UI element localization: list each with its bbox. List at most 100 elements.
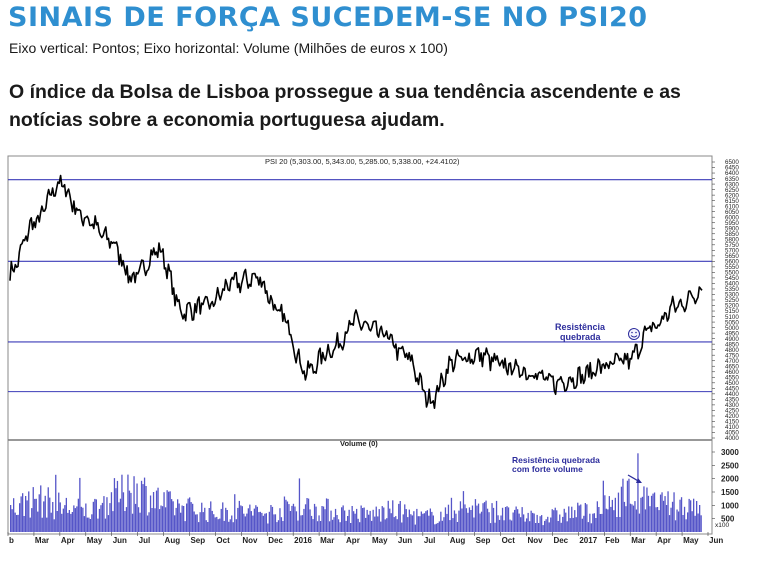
volume-bar <box>574 510 576 532</box>
volume-bar <box>345 520 347 532</box>
y-tick-label: 5900 <box>725 225 739 232</box>
y-tick-label: 5600 <box>725 259 739 266</box>
volume-bar <box>530 510 532 532</box>
volume-bar <box>13 498 15 532</box>
volume-bar <box>554 507 556 532</box>
volume-bar <box>438 521 440 532</box>
volume-bar <box>77 498 79 532</box>
volume-bar <box>369 510 371 532</box>
volume-bar <box>116 480 119 532</box>
volume-bar <box>566 521 568 532</box>
volume-bar <box>602 480 604 532</box>
x-tick-label: Jun <box>113 536 127 545</box>
volume-bar <box>426 510 428 532</box>
volume-bar <box>652 493 654 532</box>
volume-bar <box>395 516 397 532</box>
volume-bar <box>601 513 603 532</box>
volume-bar <box>28 491 30 532</box>
volume-bar <box>559 514 561 532</box>
x-tick-label: Feb <box>605 536 619 545</box>
volume-bar <box>387 500 389 532</box>
volume-bar <box>360 505 362 532</box>
volume-bar <box>371 520 373 532</box>
volume-bar <box>542 525 544 532</box>
y-tick-label: 4350 <box>725 397 739 404</box>
volume-bar <box>476 505 478 532</box>
volume-bar <box>184 521 186 532</box>
volume-bar <box>378 509 380 532</box>
volume-bar <box>447 504 450 532</box>
volume-bar <box>344 510 346 532</box>
volume-bar <box>386 518 388 532</box>
volume-bar <box>234 494 236 532</box>
volume-bar <box>592 513 594 532</box>
x-tick-label: 2016 <box>294 536 312 545</box>
volume-bar <box>237 507 239 532</box>
volume-bar <box>677 511 680 532</box>
volume-bar <box>175 507 177 532</box>
annotation-volume-line2: com forte volume <box>512 464 583 474</box>
volume-bar <box>55 474 57 532</box>
y-tick-label: 4800 <box>725 347 739 354</box>
volume-bar <box>619 517 621 532</box>
volume-bar <box>136 483 138 532</box>
volume-bar <box>685 519 687 532</box>
volume-bar <box>571 506 573 532</box>
volume-bar <box>86 517 88 532</box>
volume-bar <box>622 478 624 532</box>
volume-bar <box>682 515 684 532</box>
volume-bar <box>500 515 502 532</box>
volume-bar <box>220 508 222 532</box>
price-series-line <box>9 174 703 409</box>
volume-bar <box>328 521 331 532</box>
volume-bar <box>151 508 153 532</box>
volume-bar <box>137 507 140 532</box>
y-tick-label: 4900 <box>725 336 739 343</box>
volume-bar <box>307 498 310 532</box>
volume-bar <box>226 510 228 532</box>
volume-bar <box>180 512 182 532</box>
volume-bar <box>539 516 541 532</box>
x-tick-label: May <box>372 536 388 545</box>
volume-bar <box>668 515 671 532</box>
y-tick-label: 4250 <box>725 408 739 415</box>
volume-bar <box>485 500 487 532</box>
x-tick-label: Apr <box>346 536 360 545</box>
volume-bar <box>377 516 379 532</box>
volume-bar <box>64 505 66 532</box>
psi20-chart: PSI 20 (5,303.00, 5,343.00, 5,285.00, 5,… <box>7 155 739 545</box>
volume-bar <box>210 501 212 532</box>
volume-bar <box>583 515 585 532</box>
volume-bar <box>638 513 641 532</box>
volume-bar <box>240 505 242 532</box>
volume-bar <box>590 523 592 532</box>
volume-bar <box>565 512 567 532</box>
volume-bar <box>213 514 215 532</box>
volume-bar <box>483 502 486 532</box>
volume-bar <box>610 506 612 532</box>
volume-bar <box>362 508 364 532</box>
volume-bar <box>380 521 382 532</box>
volume-bar <box>413 511 415 532</box>
volume-bar <box>449 520 451 532</box>
volume-bar <box>186 503 188 532</box>
volume-bar <box>548 522 550 532</box>
y-tick-label: 5300 <box>725 292 739 299</box>
volume-bar <box>89 519 91 532</box>
volume-bar <box>586 504 588 532</box>
y-tick-label: 4000 <box>725 435 739 442</box>
volume-bar <box>53 519 55 532</box>
volume-bar <box>65 497 67 532</box>
volume-bar <box>255 505 257 532</box>
volume-bar <box>697 513 699 532</box>
volume-bar <box>404 504 406 532</box>
volume-panel <box>7 439 713 535</box>
volume-bar <box>353 511 355 532</box>
volume-bar <box>676 509 678 532</box>
volume-bar <box>199 512 201 532</box>
volume-bar <box>41 517 43 532</box>
volume-bar <box>164 507 167 532</box>
volume-bar <box>644 509 647 532</box>
volume-bar <box>214 517 216 532</box>
volume-bar <box>665 505 668 532</box>
